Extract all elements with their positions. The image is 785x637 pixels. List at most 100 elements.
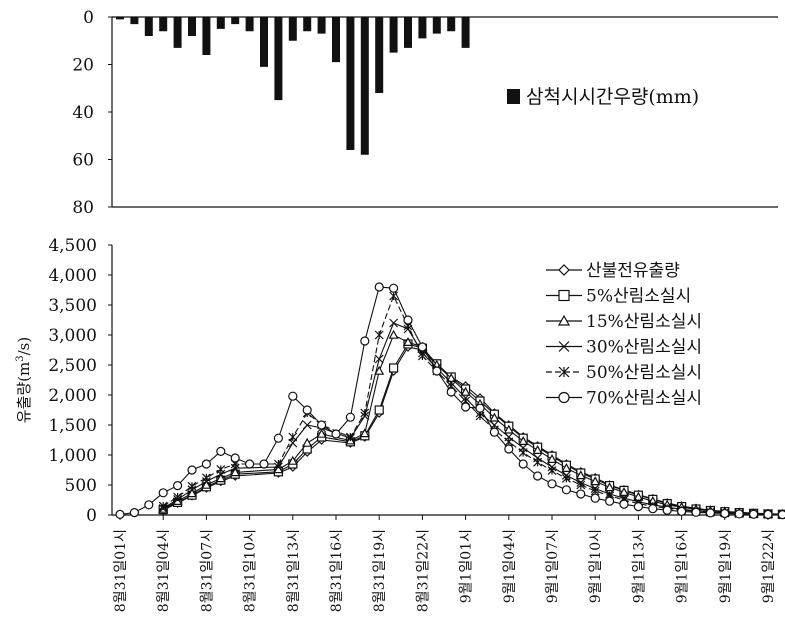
- rainfall-bar: [174, 17, 182, 48]
- runoff-point-circle: [764, 510, 772, 518]
- runoff-point-star: [289, 433, 297, 441]
- runoff-point-circle: [490, 428, 498, 436]
- runoff-point-star: [519, 449, 527, 457]
- rainfall-bar: [260, 17, 268, 67]
- runoff-legend-label: 산불전유출량: [586, 261, 680, 281]
- runoff-x-tick-label: 8월31일22시: [415, 529, 431, 612]
- runoff-legend-label: 30%산림소실시: [586, 338, 702, 358]
- runoff-x-tick-label: 8월31일04시: [156, 529, 172, 612]
- runoff-x-tick-label: 9월1일07시: [545, 529, 561, 603]
- rainfall-bar: [447, 17, 455, 31]
- rainfall-bar: [202, 17, 210, 55]
- runoff-y-tick-label: 4,000: [48, 266, 97, 286]
- runoff-y-tick-label: 1,500: [48, 416, 97, 436]
- runoff-point-circle: [375, 283, 383, 291]
- runoff-x-tick-labels: 8월31일01시 8월31일04시 8월31일07시 8월31일10시 8월31일13시…: [113, 529, 777, 612]
- runoff-point-circle: [188, 466, 196, 474]
- runoff-point-circle: [303, 406, 311, 414]
- rainfall-bars: [116, 17, 470, 155]
- runoff-point-circle: [159, 489, 167, 497]
- runoff-point-circle: [332, 430, 340, 438]
- rainfall-bar: [404, 17, 412, 48]
- runoff-point-star: [217, 465, 225, 473]
- runoff-point-x: [303, 421, 311, 429]
- runoff-x-tick-label: 8월31일07시: [199, 529, 215, 612]
- rainfall-legend-label: 삼척시시간우량(mm): [526, 86, 699, 108]
- runoff-point-circle: [217, 447, 225, 455]
- runoff-legend-item: 5%산림소실시: [546, 287, 691, 307]
- runoff-point-circle: [447, 388, 455, 396]
- runoff-point-circle: [246, 460, 254, 468]
- rainfall-bar: [231, 17, 239, 24]
- rainfall-bar: [246, 17, 254, 31]
- rainfall-bar: [303, 17, 311, 31]
- runoff-point-circle: [116, 510, 124, 518]
- runoff-y-tick-labels: 05001,0001,5002,0002,5003,0003,5004,0004…: [48, 236, 97, 526]
- runoff-x-tick-label: 9월1일10시: [588, 529, 604, 603]
- rainfall-y-tick-label: 40: [72, 103, 94, 123]
- runoff-point-circle: [145, 501, 153, 509]
- rainfall-y-tick-label: 80: [72, 198, 94, 218]
- rainfall-bar: [418, 17, 426, 38]
- rainfall-y-tick-label: 20: [72, 56, 94, 76]
- runoff-x-tick-label: 8월31일16시: [329, 529, 345, 612]
- runoff-point-circle: [462, 403, 470, 411]
- runoff-point-circle: [548, 480, 556, 488]
- runoff-point-x: [390, 319, 398, 327]
- runoff-x-tick-label: 9월1일04시: [502, 529, 518, 603]
- rainfall-legend: 삼척시시간우량(mm): [507, 86, 699, 108]
- runoff-point-circle: [721, 510, 729, 518]
- rainfall-y-tick-label: 0: [83, 8, 94, 28]
- rainfall-y-tick-label: 60: [72, 151, 94, 171]
- runoff-point-circle: [260, 460, 268, 468]
- runoff-legend-label: 50%산림소실시: [586, 363, 702, 383]
- runoff-y-tick-label: 500: [65, 476, 97, 496]
- runoff-y-tick-label: 4,500: [48, 236, 97, 256]
- runoff-point-star: [534, 458, 542, 466]
- rainfall-bar: [332, 17, 340, 62]
- runoff-legend-item: 30%산림소실시: [546, 338, 702, 358]
- runoff-point-circle: [390, 284, 398, 292]
- runoff-point-circle: [433, 367, 441, 375]
- runoff-y-tick-label: 2,500: [48, 356, 97, 376]
- runoff-point-circle: [562, 486, 570, 494]
- runoff-y-tick-label: 3,500: [48, 296, 97, 316]
- runoff-point-circle: [706, 509, 714, 517]
- rainfall-bar: [390, 17, 398, 53]
- runoff-series-line: [163, 335, 782, 514]
- runoff-point-circle: [174, 482, 182, 490]
- runoff-point-circle: [318, 421, 326, 429]
- runoff-x-tick-label: 9월1일13시: [631, 529, 647, 603]
- rainfall-plot: 0 20 40 60 80 삼척시시간우량(mm): [72, 8, 778, 218]
- runoff-legend-item: 70%산림소실시: [546, 389, 702, 409]
- runoff-point-circle: [678, 507, 686, 515]
- rainfall-bar: [159, 17, 167, 31]
- runoff-point-circle: [274, 434, 282, 442]
- runoff-point-circle: [289, 392, 297, 400]
- runoff-point-circle: [620, 500, 628, 508]
- runoff-legend-label: 15%산림소실시: [586, 312, 702, 332]
- runoff-legend-item: 50%산림소실시: [546, 363, 702, 383]
- rainfall-y-tick-labels: 0 20 40 60 80: [72, 8, 94, 218]
- rainfall-bar: [274, 17, 282, 100]
- rainfall-bar: [346, 17, 354, 150]
- runoff-point-circle: [361, 337, 369, 345]
- runoff-plot: 05001,0001,5002,0002,5003,0003,5004,0004…: [15, 236, 785, 612]
- runoff-y-tick-label: 2,000: [48, 386, 97, 406]
- runoff-point-circle: [476, 404, 484, 412]
- runoff-point-square: [390, 364, 398, 372]
- rainfall-bar: [318, 17, 326, 34]
- rainfall-bar: [433, 17, 441, 34]
- runoff-x-tick-label: 8월31일13시: [286, 529, 302, 612]
- rainfall-bar: [145, 17, 153, 36]
- runoff-point-circle: [649, 505, 657, 513]
- runoff-x-tick-label: 8월31일19시: [372, 529, 388, 612]
- runoff-point-triangle: [390, 331, 398, 338]
- runoff-point-circle: [606, 497, 614, 505]
- rainfall-bar: [188, 17, 196, 36]
- runoff-point-circle: [591, 494, 599, 502]
- runoff-point-circle: [534, 472, 542, 480]
- runoff-point-circle: [346, 413, 354, 421]
- runoff-point-circle: [735, 510, 743, 518]
